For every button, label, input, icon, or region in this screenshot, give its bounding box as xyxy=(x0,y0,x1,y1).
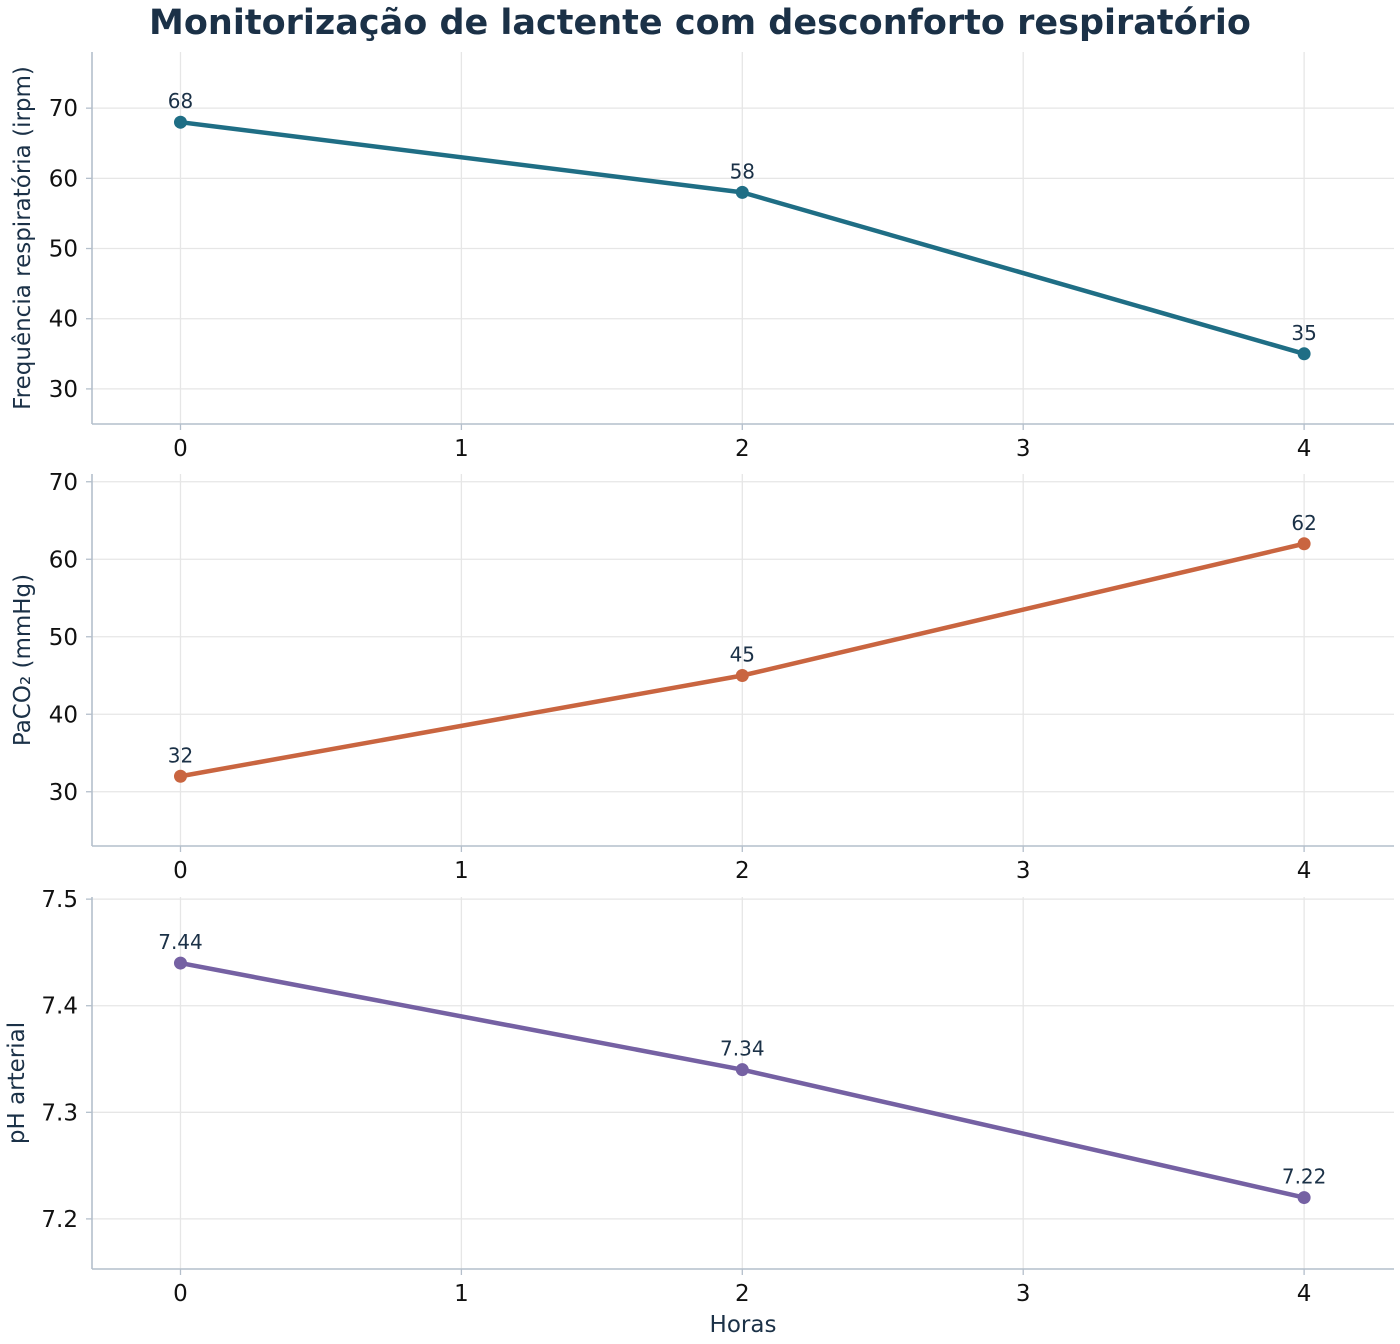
y-tick-label: 70 xyxy=(49,470,78,496)
data-label: 62 xyxy=(1291,511,1316,535)
data-point xyxy=(173,769,187,783)
data-point xyxy=(735,1063,749,1077)
y-tick-label: 7.3 xyxy=(41,1100,78,1126)
panel-2: 0 1 2 3 4 30 40 50 60 70 PaCO₂ (mmHg) 32 45 62 xyxy=(10,470,1394,884)
y-tick-label: 30 xyxy=(49,780,78,806)
x-tick-label: 0 xyxy=(173,858,188,884)
x-tick-label: 0 xyxy=(173,1281,188,1307)
x-tick-label: 0 xyxy=(173,436,188,462)
data-point xyxy=(173,115,187,129)
data-point xyxy=(735,669,749,682)
y-tick-label: 70 xyxy=(49,96,78,122)
x-tick-label: 1 xyxy=(454,858,469,884)
data-point xyxy=(1297,1191,1311,1205)
y-tick-label: 30 xyxy=(49,377,78,403)
data-label: 7.22 xyxy=(1282,1165,1327,1189)
data-point xyxy=(1297,537,1311,551)
x-tick-label: 3 xyxy=(1016,858,1031,884)
data-label: 7.34 xyxy=(720,1037,765,1061)
x-tick-label: 2 xyxy=(735,436,750,462)
y-axis-label: Frequência respiratória (irpm) xyxy=(10,66,36,410)
y-tick-label: 50 xyxy=(49,237,78,263)
y-tick-label: 60 xyxy=(49,166,78,192)
y-tick-label: 7.5 xyxy=(41,887,78,913)
data-point xyxy=(173,956,187,970)
data-label: 68 xyxy=(168,89,193,113)
panel-1: 0 1 2 3 4 30 40 50 60 70 Frequência respiratória (… xyxy=(10,52,1394,462)
y-tick-label: 50 xyxy=(49,625,78,651)
x-tick-label: 4 xyxy=(1297,436,1312,462)
data-point xyxy=(1297,347,1311,361)
data-label: 32 xyxy=(168,743,193,767)
x-tick-label: 3 xyxy=(1016,1281,1031,1307)
y-tick-label: 7.2 xyxy=(41,1207,78,1233)
y-axis-label: PaCO₂ (mmHg) xyxy=(10,574,36,746)
x-tick-label: 2 xyxy=(735,1281,750,1307)
x-tick-label: 4 xyxy=(1297,858,1312,884)
data-label: 7.44 xyxy=(158,930,203,954)
y-axis-label: pH arterial xyxy=(4,1022,30,1144)
x-tick-label: 3 xyxy=(1016,436,1031,462)
y-tick-label: 40 xyxy=(49,702,78,728)
data-point xyxy=(735,185,749,199)
data-label: 45 xyxy=(730,643,755,667)
x-tick-label: 1 xyxy=(454,1281,469,1307)
x-tick-label: 1 xyxy=(454,436,469,462)
data-label: 35 xyxy=(1291,321,1316,345)
data-label: 58 xyxy=(730,159,755,183)
y-tick-label: 40 xyxy=(49,307,78,333)
x-axis-label: Horas xyxy=(710,1312,777,1338)
y-tick-label: 60 xyxy=(49,547,78,573)
y-tick-label: 7.4 xyxy=(41,994,78,1020)
panel-3: 0 1 2 3 4 7.2 7.3 7.4 7.5 pH arterial 7.44 7.34 7.22 xyxy=(4,887,1394,1307)
x-tick-label: 2 xyxy=(735,858,750,884)
chart-title: Monitorização de lactente com desconfort… xyxy=(149,3,1251,43)
x-tick-label: 4 xyxy=(1297,1281,1312,1307)
